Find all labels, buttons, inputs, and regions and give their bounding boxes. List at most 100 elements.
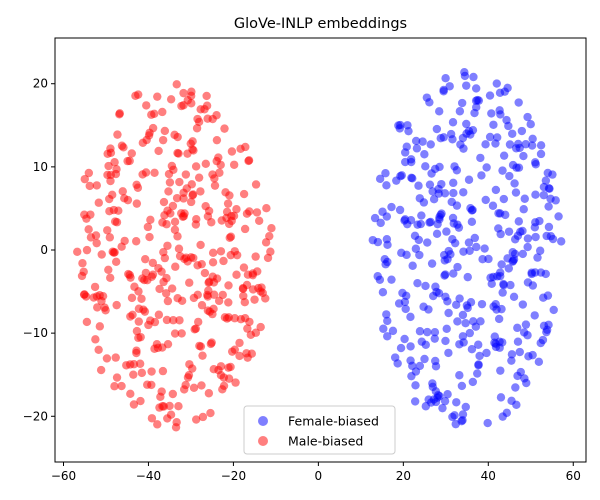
data-point	[418, 137, 427, 146]
data-point	[440, 189, 450, 198]
data-point	[489, 120, 498, 129]
data-point	[531, 190, 540, 199]
data-point	[423, 238, 432, 247]
data-point	[498, 288, 507, 297]
data-point	[462, 301, 472, 310]
data-point	[224, 281, 233, 290]
data-point	[513, 337, 523, 346]
data-point	[467, 345, 477, 354]
data-point	[97, 250, 106, 259]
data-point	[202, 101, 212, 110]
data-point	[523, 331, 532, 340]
data-point	[408, 361, 417, 371]
data-point	[443, 390, 452, 399]
data-point	[521, 320, 531, 329]
data-point	[453, 262, 462, 272]
data-point	[504, 264, 513, 273]
data-point	[502, 115, 511, 125]
data-point	[143, 275, 152, 285]
axes-frame	[54, 37, 587, 463]
data-point	[262, 203, 271, 213]
data-point	[129, 400, 139, 409]
data-point	[505, 171, 514, 181]
data-point	[102, 354, 112, 363]
data-point	[126, 389, 135, 399]
data-point	[512, 400, 521, 410]
data-point	[458, 332, 468, 341]
data-point	[92, 238, 101, 248]
data-point	[530, 223, 540, 232]
data-point	[190, 325, 199, 334]
data-point	[231, 378, 240, 387]
data-point	[113, 130, 122, 139]
data-point	[164, 187, 173, 196]
data-point	[413, 278, 422, 288]
data-point	[542, 231, 551, 241]
data-point	[444, 308, 453, 318]
data-point	[378, 288, 388, 297]
data-point	[252, 208, 262, 217]
data-point	[427, 259, 437, 268]
data-point	[459, 247, 468, 256]
data-point	[471, 84, 481, 93]
data-point	[543, 168, 552, 178]
data-point	[505, 140, 515, 149]
data-point	[482, 163, 491, 172]
data-point	[236, 144, 245, 154]
data-point	[382, 181, 391, 190]
data-point	[474, 340, 483, 349]
legend-box	[243, 405, 396, 455]
data-point	[157, 267, 166, 276]
data-point	[223, 199, 233, 208]
data-point	[481, 195, 490, 205]
data-point	[248, 269, 258, 278]
data-point	[150, 168, 159, 177]
data-point	[468, 317, 478, 326]
data-point	[527, 268, 536, 277]
data-point	[104, 161, 113, 171]
data-point	[435, 162, 444, 172]
data-point	[219, 256, 228, 266]
data-point	[442, 227, 451, 236]
data-point	[183, 257, 192, 266]
data-point	[514, 98, 523, 107]
data-point	[174, 149, 183, 158]
data-point	[104, 265, 113, 274]
data-point	[470, 233, 480, 243]
data-point	[519, 205, 528, 214]
data-point	[390, 353, 400, 362]
data-point	[520, 194, 529, 203]
data-point	[82, 317, 92, 327]
data-point	[106, 176, 115, 186]
data-point	[210, 174, 219, 183]
data-point	[185, 360, 194, 369]
data-point	[476, 153, 485, 163]
data-point	[455, 371, 464, 380]
data-point	[189, 146, 198, 155]
data-point	[153, 92, 162, 101]
data-point	[508, 129, 517, 138]
data-point	[85, 181, 94, 191]
data-point	[406, 312, 415, 322]
data-point	[230, 314, 239, 323]
data-point	[528, 281, 538, 290]
data-point	[146, 215, 155, 225]
data-point	[458, 410, 468, 419]
data-point	[500, 87, 509, 96]
data-point	[220, 313, 230, 322]
data-point	[243, 324, 252, 333]
data-point	[454, 223, 464, 232]
data-point	[542, 325, 552, 335]
data-point	[424, 305, 433, 314]
data-point	[521, 140, 530, 149]
data-point	[137, 294, 146, 303]
data-point	[467, 206, 477, 215]
series-male	[73, 80, 276, 432]
data-point	[431, 362, 441, 371]
data-point	[487, 109, 496, 118]
data-point	[395, 205, 405, 215]
data-point	[517, 126, 527, 136]
data-point	[411, 244, 421, 253]
